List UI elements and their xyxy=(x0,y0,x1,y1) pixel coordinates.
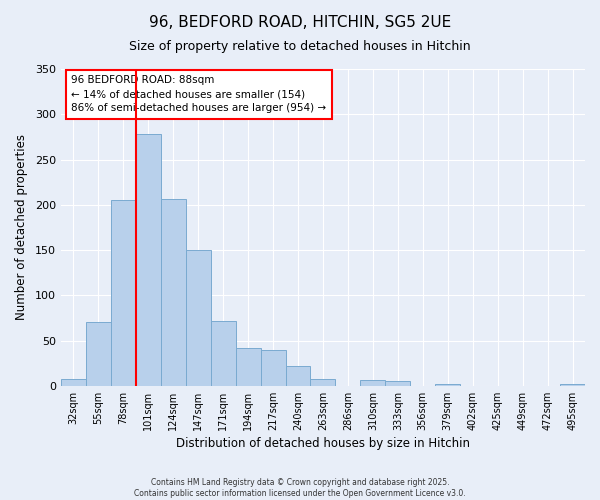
Bar xyxy=(260,350,286,386)
Bar xyxy=(211,320,236,386)
Bar xyxy=(61,380,86,386)
Bar xyxy=(361,380,385,386)
Bar xyxy=(186,250,211,386)
Bar xyxy=(385,382,410,386)
Bar xyxy=(161,200,186,386)
Y-axis label: Number of detached properties: Number of detached properties xyxy=(15,134,28,320)
Text: Size of property relative to detached houses in Hitchin: Size of property relative to detached ho… xyxy=(129,40,471,53)
Text: Contains HM Land Registry data © Crown copyright and database right 2025.
Contai: Contains HM Land Registry data © Crown c… xyxy=(134,478,466,498)
X-axis label: Distribution of detached houses by size in Hitchin: Distribution of detached houses by size … xyxy=(176,437,470,450)
Text: 96, BEDFORD ROAD, HITCHIN, SG5 2UE: 96, BEDFORD ROAD, HITCHIN, SG5 2UE xyxy=(149,15,451,30)
Text: 96 BEDFORD ROAD: 88sqm
← 14% of detached houses are smaller (154)
86% of semi-de: 96 BEDFORD ROAD: 88sqm ← 14% of detached… xyxy=(71,76,326,114)
Bar xyxy=(310,380,335,386)
Bar xyxy=(86,322,111,386)
Bar xyxy=(286,366,310,386)
Bar xyxy=(136,134,161,386)
Bar xyxy=(435,384,460,386)
Bar xyxy=(560,384,585,386)
Bar xyxy=(236,348,260,386)
Bar xyxy=(111,200,136,386)
